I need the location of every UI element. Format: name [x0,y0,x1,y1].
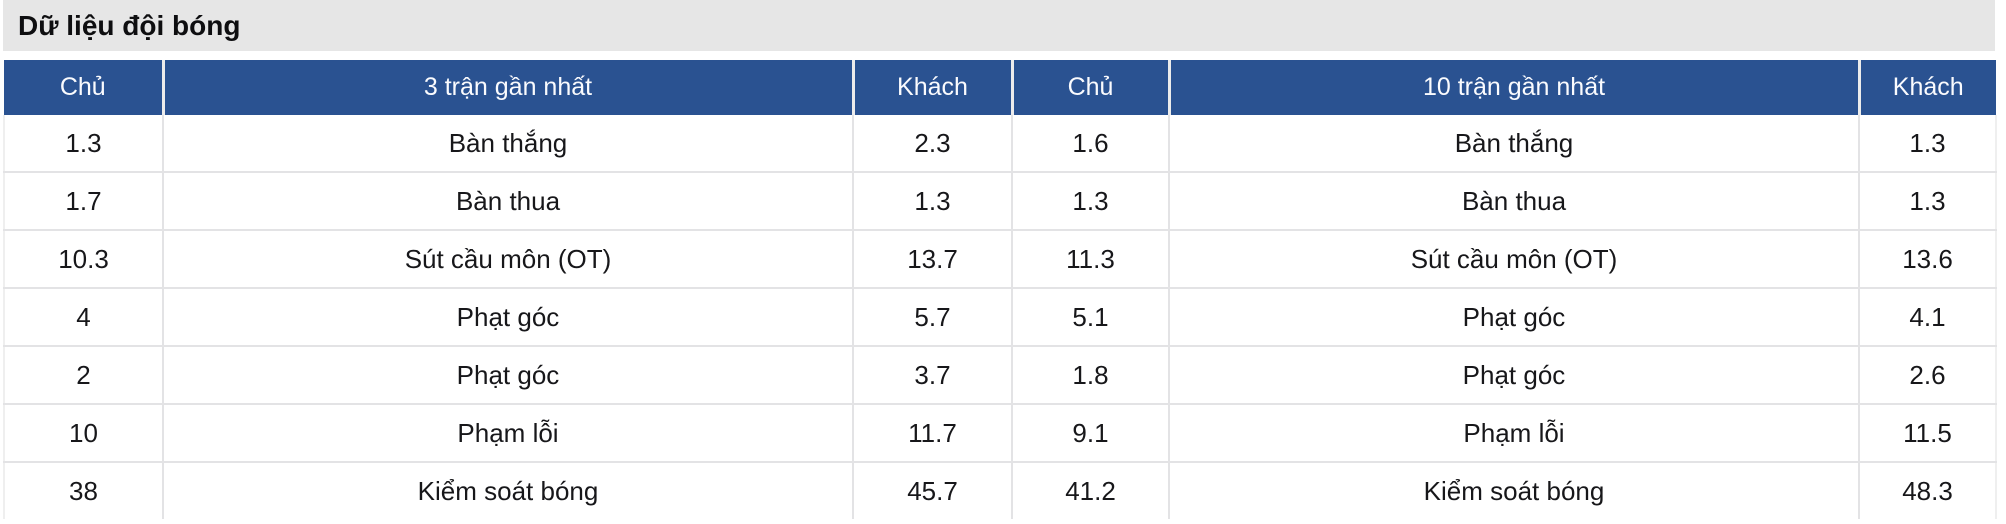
header-last-10-matches: 10 trận gần nhất [1167,60,1859,115]
stat-label-10: Phạt góc [1168,346,1859,405]
stat-label-3: Bàn thua [162,172,853,231]
home-3-value: 2 [4,346,163,405]
home-3-value: 38 [4,462,163,519]
title-bar: Dữ liệu đội bóng [3,0,1995,51]
away-3-value: 2.3 [852,115,1012,173]
home-3-value: 1.3 [4,115,163,173]
home-10-value: 1.6 [1011,115,1169,173]
header-away-3: Khách [851,60,1012,115]
away-10-value: 1.3 [1858,172,1996,231]
home-10-value: 1.8 [1011,346,1169,405]
stat-label-10: Phạm lỗi [1168,404,1859,463]
table-row: 1.7 Bàn thua 1.3 1.3 Bàn thua 1.3 [4,172,1996,231]
away-3-value: 45.7 [852,462,1012,519]
stat-label-3: Phạm lỗi [162,404,853,463]
home-10-value: 5.1 [1011,288,1169,347]
stat-label-3: Phạt góc [162,346,853,405]
home-3-value: 10 [4,404,163,463]
away-3-value: 13.7 [852,230,1012,289]
home-10-value: 1.3 [1011,172,1169,231]
away-10-value: 4.1 [1858,288,1996,347]
table-row: 2 Phạt góc 3.7 1.8 Phạt góc 2.6 [4,346,1996,405]
away-10-value: 13.6 [1858,230,1996,289]
header-home-3: Chủ [4,60,163,115]
away-10-value: 2.6 [1858,346,1996,405]
header-away-10: Khách [1857,60,1996,115]
stat-label-10: Sút cầu môn (OT) [1168,230,1859,289]
stat-label-3: Bàn thắng [162,115,853,173]
away-3-value: 5.7 [852,288,1012,347]
away-3-value: 11.7 [852,404,1012,463]
stat-label-10: Bàn thắng [1168,115,1859,173]
team-stats-table: Chủ 3 trận gần nhất Khách Chủ 10 trận gầ… [3,60,1997,519]
stat-label-10: Phạt góc [1168,288,1859,347]
away-3-value: 1.3 [852,172,1012,231]
home-3-value: 4 [4,288,163,347]
table-row: 10.3 Sút cầu môn (OT) 13.7 11.3 Sút cầu … [4,230,1996,289]
away-10-value: 11.5 [1858,404,1996,463]
page-title: Dữ liệu đội bóng [18,9,241,41]
stat-label-10: Kiểm soát bóng [1168,462,1859,519]
table-row: 10 Phạm lỗi 11.7 9.1 Phạm lỗi 11.5 [4,404,1996,463]
table-row: 1.3 Bàn thắng 2.3 1.6 Bàn thắng 1.3 [4,115,1996,173]
table-row: 38 Kiểm soát bóng 45.7 41.2 Kiểm soát bó… [4,462,1996,519]
stat-label-3: Kiểm soát bóng [162,462,853,519]
away-10-value: 48.3 [1858,462,1996,519]
home-10-value: 41.2 [1011,462,1169,519]
table-header-row: Chủ 3 trận gần nhất Khách Chủ 10 trận gầ… [4,60,1996,115]
stat-label-10: Bàn thua [1168,172,1859,231]
stat-label-3: Sút cầu môn (OT) [162,230,853,289]
header-home-10: Chủ [1010,60,1169,115]
header-last-3-matches: 3 trận gần nhất [161,60,853,115]
away-3-value: 3.7 [852,346,1012,405]
home-3-value: 10.3 [4,230,163,289]
away-10-value: 1.3 [1858,115,1996,173]
table-row: 4 Phạt góc 5.7 5.1 Phạt góc 4.1 [4,288,1996,347]
home-10-value: 11.3 [1011,230,1169,289]
stat-label-3: Phạt góc [162,288,853,347]
home-3-value: 1.7 [4,172,163,231]
home-10-value: 9.1 [1011,404,1169,463]
